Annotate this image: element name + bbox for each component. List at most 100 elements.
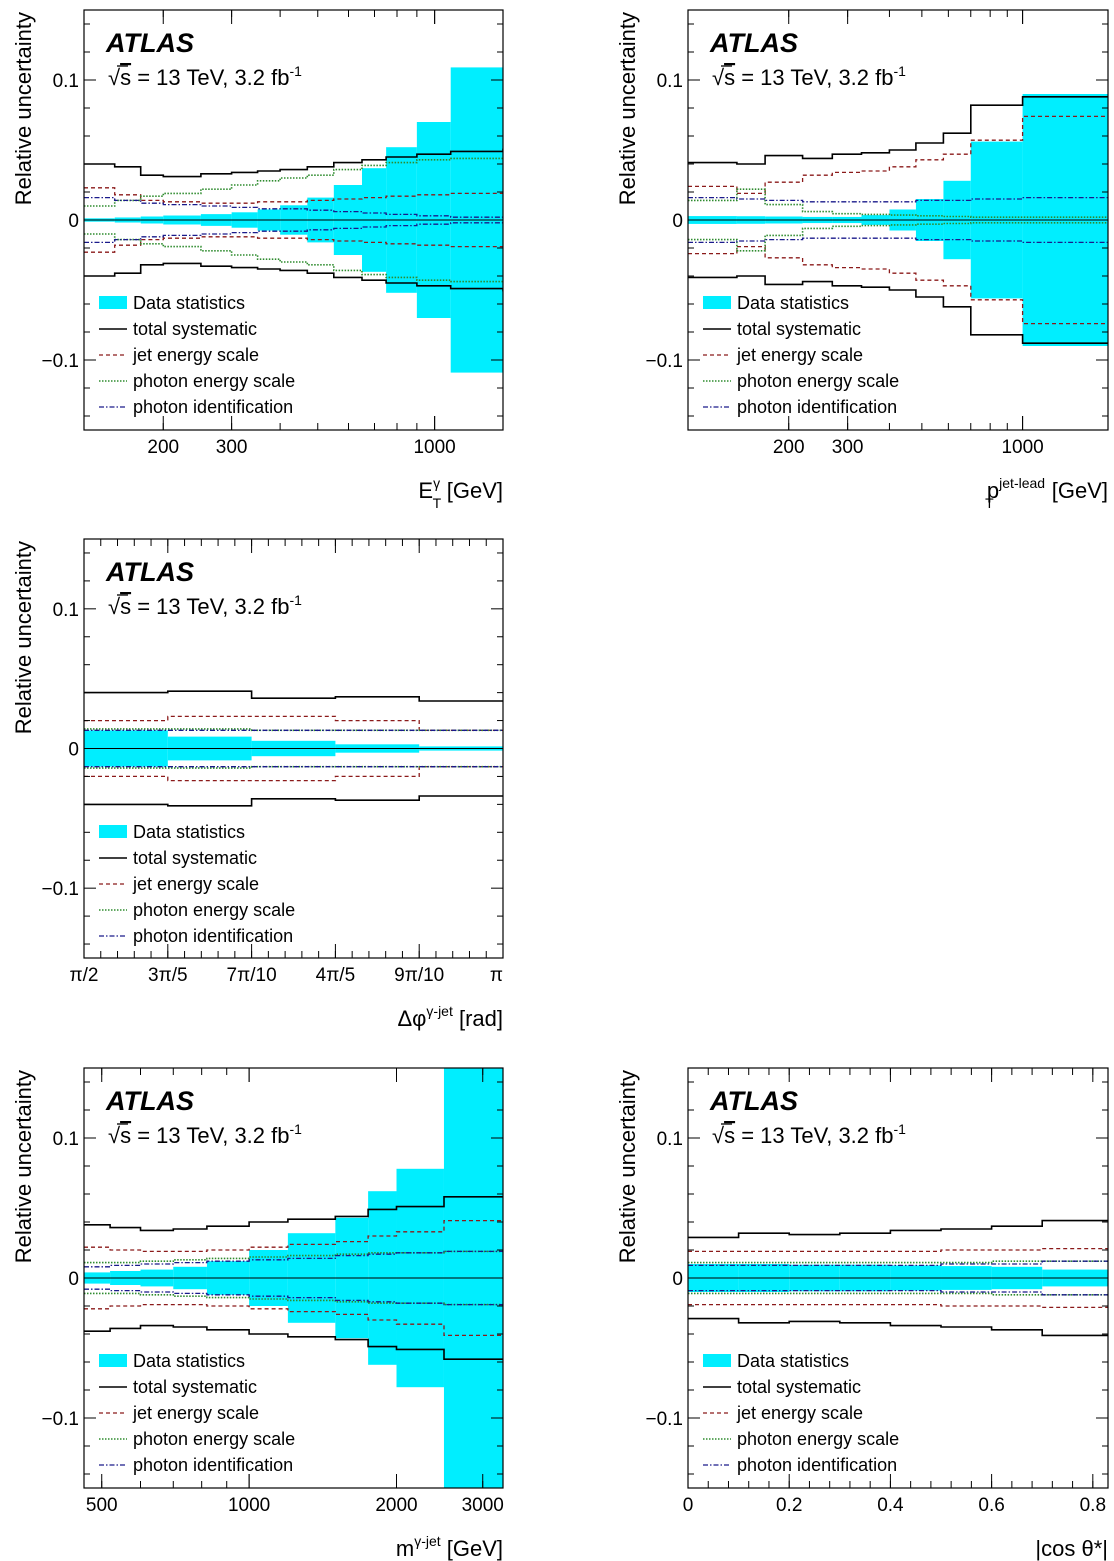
y-tick-label: −0.1 bbox=[41, 1409, 79, 1430]
legend-label-jet-energy-scale: jet energy scale bbox=[132, 874, 259, 894]
legend-label-jet-energy-scale: jet energy scale bbox=[736, 1403, 863, 1423]
photon-identification-down-line bbox=[688, 1289, 1108, 1296]
legend-label-total-systematic: total systematic bbox=[133, 848, 257, 868]
legend-label-jet-energy-scale: jet energy scale bbox=[132, 1403, 259, 1423]
x-tick-label: 1000 bbox=[228, 1495, 270, 1516]
photon-identification-down-line bbox=[84, 1288, 503, 1306]
atlas-label: ATLAS bbox=[105, 557, 194, 587]
legend-swatch-data-statistics bbox=[99, 825, 127, 838]
photon-energy-scale-down-line bbox=[688, 222, 1108, 252]
x-tick-label: 300 bbox=[832, 437, 864, 458]
x-tick-label: 0.8 bbox=[1080, 1495, 1106, 1516]
x-tick-label: 1000 bbox=[1001, 437, 1043, 458]
total-systematic-down-line bbox=[688, 275, 1108, 344]
legend: Data statistics total systematic jet energ… bbox=[99, 293, 295, 417]
photon-identification-up-line bbox=[688, 1260, 1108, 1267]
x-tick-label: 300 bbox=[216, 437, 248, 458]
legend-label-photon-energy-scale: photon energy scale bbox=[737, 1429, 899, 1449]
y-tick-label: 0 bbox=[672, 211, 683, 232]
legend: Data statistics total systematic jet energ… bbox=[703, 293, 899, 417]
legend-label-photon-identification: photon identification bbox=[737, 397, 897, 417]
legend-label-photon-identification: photon identification bbox=[133, 926, 293, 946]
x-tick-label: 0.6 bbox=[978, 1495, 1004, 1516]
plot-area bbox=[84, 67, 503, 373]
photon-energy-scale-up-line bbox=[84, 1250, 503, 1264]
x-tick-label: 0.2 bbox=[776, 1495, 802, 1516]
y-axis-title: Relative uncertainty bbox=[11, 1070, 36, 1263]
legend-label-total-systematic: total systematic bbox=[133, 1377, 257, 1397]
x-axis-title: |cos θ*| bbox=[1035, 1536, 1108, 1561]
y-tick-label: 0 bbox=[68, 740, 79, 761]
legend-label-total-systematic: total systematic bbox=[133, 319, 257, 339]
x-tick-label: 0.4 bbox=[877, 1495, 904, 1516]
x-tick-label: 9π/10 bbox=[394, 965, 444, 986]
atlas-label: ATLAS bbox=[105, 28, 194, 58]
jet-energy-scale-up-line bbox=[84, 1219, 503, 1253]
y-axis-title: Relative uncertainty bbox=[615, 1070, 640, 1263]
photon-energy-scale-down-line bbox=[84, 233, 503, 283]
legend-label-photon-energy-scale: photon energy scale bbox=[133, 900, 295, 920]
legend-label-data-statistics: Data statistics bbox=[133, 293, 245, 313]
legend-swatch-data-statistics bbox=[703, 296, 731, 309]
panel-costheta: 0.1 0 −0.1 0 0.2 0.4 0.6 0.8 |cos θ*| Relative un… bbox=[615, 1067, 1109, 1561]
legend-swatch-data-statistics bbox=[99, 296, 127, 309]
total-systematic-up-line bbox=[84, 1196, 503, 1232]
photon-identification-up-line bbox=[84, 1250, 503, 1268]
energy-label: √s = 13 TeV, 3.2 fb-1 bbox=[108, 592, 302, 619]
y-tick-label: 0.1 bbox=[657, 71, 683, 92]
y-tick-label: −0.1 bbox=[41, 351, 79, 372]
y-tick-label: 0 bbox=[672, 1269, 683, 1290]
x-tick-label: 2000 bbox=[375, 1495, 417, 1516]
total-systematic-down-line bbox=[688, 1317, 1108, 1337]
legend-label-data-statistics: Data statistics bbox=[133, 1351, 245, 1371]
jet-energy-scale-down-line bbox=[84, 236, 503, 253]
legend: Data statistics total systematic jet energ… bbox=[99, 822, 295, 946]
energy-label: √s = 13 TeV, 3.2 fb-1 bbox=[712, 63, 906, 90]
photon-energy-scale-up-line bbox=[84, 728, 503, 732]
legend-label-photon-energy-scale: photon energy scale bbox=[133, 1429, 295, 1449]
x-tick-label: 200 bbox=[773, 437, 805, 458]
panel-ptjet: 0.1 0 −0.1 200 300 1000 pjet-lead T [GeV] Relati… bbox=[615, 9, 1109, 511]
y-tick-label: 0 bbox=[68, 1269, 79, 1290]
total-systematic-up-line bbox=[688, 1219, 1108, 1239]
x-tick-label: 7π/10 bbox=[227, 965, 277, 986]
panel-et: 0.1 0 −0.1 200 300 1000 Eγ T [GeV] Relative unce… bbox=[11, 9, 504, 511]
legend-label-total-systematic: total systematic bbox=[737, 319, 861, 339]
photon-energy-scale-down-line bbox=[84, 1292, 503, 1306]
atlas-label: ATLAS bbox=[709, 1086, 798, 1116]
x-axis-title: mγ-jet [GeV] bbox=[396, 1533, 503, 1561]
panel-mass: 0.1 0 −0.1 500 1000 2000 3000 mγ-jet [GeV] Relat… bbox=[11, 1067, 504, 1561]
energy-label: √s = 13 TeV, 3.2 fb-1 bbox=[108, 1121, 302, 1148]
legend-label-jet-energy-scale: jet energy scale bbox=[736, 345, 863, 365]
x-tick-label: 3000 bbox=[462, 1495, 504, 1516]
panel-dphi: 0.1 0 −0.1 π/2 3π/5 7π/10 4π/5 9π/10 π Δφγ-jet [r… bbox=[11, 538, 504, 1031]
legend-swatch-data-statistics bbox=[703, 1354, 731, 1367]
total-systematic-down-line bbox=[84, 262, 503, 292]
photon-energy-scale-down-line bbox=[688, 1292, 1108, 1296]
y-tick-label: 0.1 bbox=[53, 1129, 79, 1150]
y-tick-label: −0.1 bbox=[645, 1409, 683, 1430]
x-tick-label: 500 bbox=[86, 1495, 118, 1516]
legend-label-photon-energy-scale: photon energy scale bbox=[737, 371, 899, 391]
legend-label-photon-identification: photon identification bbox=[737, 1455, 897, 1475]
y-tick-label: −0.1 bbox=[41, 879, 79, 900]
legend-label-total-systematic: total systematic bbox=[737, 1377, 861, 1397]
total-systematic-up-line bbox=[84, 690, 503, 702]
legend-label-photon-identification: photon identification bbox=[133, 397, 293, 417]
total-systematic-up-line bbox=[688, 96, 1108, 165]
energy-label: √s = 13 TeV, 3.2 fb-1 bbox=[108, 63, 302, 90]
jet-energy-scale-up-line bbox=[84, 715, 503, 731]
x-tick-label: 200 bbox=[147, 437, 179, 458]
legend-label-data-statistics: Data statistics bbox=[737, 1351, 849, 1371]
y-tick-label: 0 bbox=[68, 211, 79, 232]
legend-label-photon-identification: photon identification bbox=[133, 1455, 293, 1475]
legend-label-data-statistics: Data statistics bbox=[737, 293, 849, 313]
x-axis-title: Eγ T [GeV] bbox=[418, 475, 503, 511]
legend: Data statistics total systematic jet energ… bbox=[99, 1351, 295, 1475]
x-tick-label: 0 bbox=[683, 1495, 694, 1516]
plot-area bbox=[688, 94, 1108, 346]
y-axis-title: Relative uncertainty bbox=[615, 12, 640, 205]
atlas-label: ATLAS bbox=[105, 1086, 194, 1116]
photon-energy-scale-up-line bbox=[84, 157, 503, 207]
legend-label-data-statistics: Data statistics bbox=[133, 822, 245, 842]
